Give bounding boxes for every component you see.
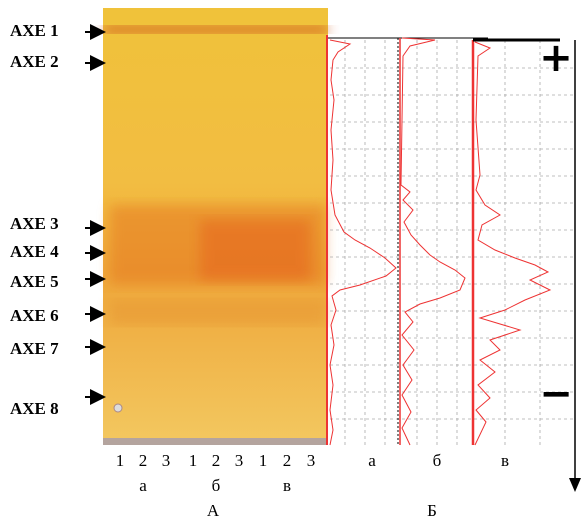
lane-number: 2	[139, 451, 148, 470]
lane-number: 3	[162, 451, 171, 470]
trace-b	[400, 37, 466, 446]
minus-sign: −	[539, 371, 573, 417]
lane-number: 1	[259, 451, 268, 470]
profile-label: в	[501, 451, 509, 470]
band-label: AXE 5	[10, 272, 59, 291]
lane-number: 3	[235, 451, 244, 470]
band-labels: AXE 1 AXE 2 AXE 3 AXE 4 AXE 5 AXE 6 AXE …	[10, 21, 106, 418]
band-label: AXE 4	[10, 242, 59, 261]
group-label: а	[139, 476, 147, 495]
band-label: AXE 3	[10, 214, 59, 233]
group-label: в	[283, 476, 291, 495]
lane-numbers: 1 2 3 1 2 3 1 2 3	[116, 451, 316, 470]
gel-image	[103, 8, 328, 445]
lane-number: 1	[116, 451, 125, 470]
grid	[330, 40, 575, 445]
lane-number: 1	[189, 451, 198, 470]
panel-label: А	[207, 501, 220, 520]
trace-c	[474, 41, 552, 446]
profiles	[328, 37, 575, 446]
profile-label: б	[433, 451, 442, 470]
band-label: AXE 6	[10, 306, 59, 325]
arrows	[85, 24, 106, 405]
panel-label: Б	[427, 501, 437, 520]
band-label: AXE 7	[10, 339, 59, 358]
lane-number: 2	[283, 451, 292, 470]
lane-number: 3	[307, 451, 316, 470]
arrow-head	[569, 478, 581, 492]
band-label: AXE 1	[10, 21, 59, 40]
trace-a	[329, 39, 397, 446]
lane-number: 2	[212, 451, 221, 470]
plus-sign: +	[539, 35, 573, 81]
band-label: AXE 2	[10, 52, 59, 71]
profile-label: а	[368, 451, 376, 470]
band-label: AXE 8	[10, 399, 59, 418]
group-label: б	[212, 476, 221, 495]
